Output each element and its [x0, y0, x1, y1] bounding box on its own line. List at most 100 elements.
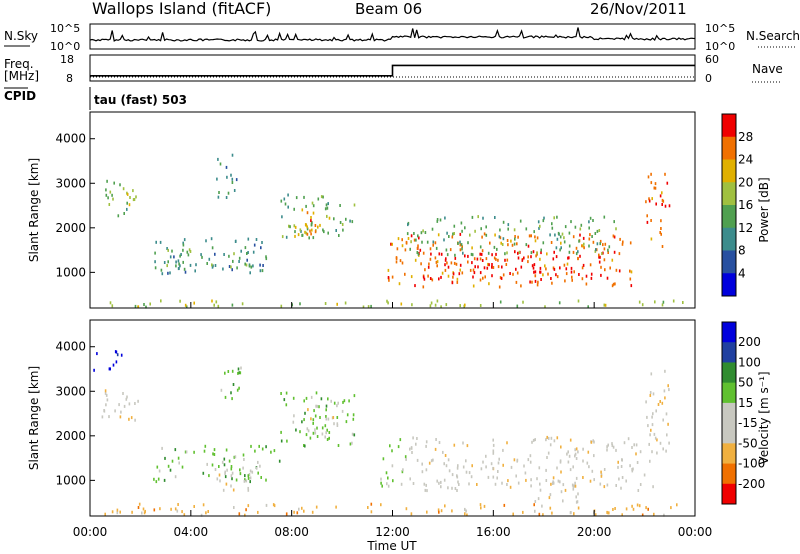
power-cell — [556, 237, 559, 241]
power-cell — [133, 198, 136, 201]
power-cell — [506, 251, 508, 255]
power-cell — [479, 252, 481, 256]
power-cell — [247, 237, 250, 241]
power-cell — [565, 272, 568, 276]
velocity-cell — [315, 505, 318, 509]
power-cell — [659, 194, 662, 198]
velocity-cell — [305, 433, 308, 437]
power-cell — [175, 260, 177, 264]
velocity-cell — [636, 461, 639, 464]
velocity-cell — [656, 451, 658, 455]
power-cell — [233, 252, 235, 256]
velocity-cell — [370, 510, 373, 514]
power-cell — [477, 215, 479, 219]
velocity-cell — [556, 436, 559, 440]
power-cell — [509, 272, 511, 275]
velocity-cell — [423, 482, 426, 486]
noise-right-tick-bottom: 10^0 — [705, 40, 735, 53]
velocity-cell — [574, 481, 576, 485]
power-cell — [434, 303, 437, 307]
power-cell — [615, 268, 618, 272]
velocity-cell — [646, 415, 648, 419]
velocity-cell — [193, 505, 195, 508]
power-cell — [661, 191, 663, 195]
power-cell — [445, 248, 448, 252]
power-cell — [308, 236, 310, 240]
velocity-cell — [668, 388, 670, 392]
power-cell — [461, 247, 463, 251]
velocity-cell — [548, 496, 551, 500]
velocity-cell — [119, 415, 122, 419]
power-cell — [655, 202, 657, 206]
power-cell — [161, 272, 164, 276]
power-cell — [547, 272, 549, 276]
velocity-cell — [202, 503, 205, 507]
power-cell — [215, 300, 218, 304]
velocity-cell — [638, 504, 641, 508]
colorbar-swatch — [722, 402, 736, 424]
power-cell — [206, 262, 208, 265]
velocity-cell — [416, 437, 418, 440]
velocity-cell — [226, 468, 228, 472]
velocity-cell — [480, 467, 483, 471]
power-cell — [155, 240, 157, 244]
velocity-cell — [265, 445, 267, 449]
power-cell — [445, 303, 448, 307]
power-cell — [134, 304, 137, 308]
power-cell — [485, 233, 488, 237]
velocity-cell — [213, 448, 216, 452]
velocity-cell — [458, 483, 460, 486]
power-cell — [396, 247, 399, 251]
velocity-cell — [116, 353, 119, 357]
power-cell — [472, 268, 475, 272]
power-cell — [415, 238, 417, 242]
velocity-cell — [380, 477, 382, 481]
power-cell — [575, 252, 578, 256]
velocity-cell — [659, 400, 661, 403]
power-cell — [231, 153, 234, 157]
power-cell — [539, 266, 542, 270]
velocity-cell — [330, 399, 332, 403]
velocity-cell — [549, 493, 552, 497]
power-cell — [429, 277, 432, 280]
power-cell — [252, 250, 255, 254]
power-cell — [107, 196, 109, 200]
velocity-cell — [623, 441, 626, 445]
velocity-cell — [456, 475, 459, 479]
velocity-cell — [582, 447, 584, 451]
power-cell — [367, 305, 370, 309]
xtick-label: 16:00 — [476, 525, 511, 539]
velocity-cell — [652, 412, 654, 416]
velocity-cell — [479, 503, 482, 507]
velocity-cell — [547, 436, 550, 440]
velocity-cell — [155, 480, 158, 484]
power-cell — [599, 242, 601, 246]
power-cell — [571, 278, 573, 282]
velocity-cell — [265, 478, 267, 482]
power-colorbar: 28 24 20 16 12 8 4 — [721, 113, 753, 297]
velocity-cell — [529, 454, 532, 458]
velocity-cell — [292, 396, 295, 400]
velocity-cell — [237, 367, 240, 371]
velocity-cell — [575, 495, 577, 499]
velocity-cell — [559, 459, 562, 463]
velocity-cell — [416, 458, 419, 462]
power-cell — [568, 256, 570, 260]
velocity-cell — [285, 512, 288, 516]
velocity-cell — [485, 465, 487, 469]
velocity-cell — [243, 479, 246, 483]
velocity-cell — [328, 436, 330, 440]
power-cell — [580, 223, 583, 227]
velocity-cell — [636, 503, 639, 507]
power-cell — [537, 280, 539, 284]
velocity-cell — [497, 461, 500, 465]
power-cell — [664, 172, 666, 176]
power-cell — [327, 202, 329, 206]
power-cell — [469, 268, 472, 272]
velocity-cell — [562, 483, 565, 487]
power-cell — [178, 262, 180, 266]
velocity-cell — [235, 478, 238, 482]
power-cell — [182, 243, 185, 247]
velocity-cell — [633, 443, 635, 447]
velocity-cell — [134, 402, 136, 405]
